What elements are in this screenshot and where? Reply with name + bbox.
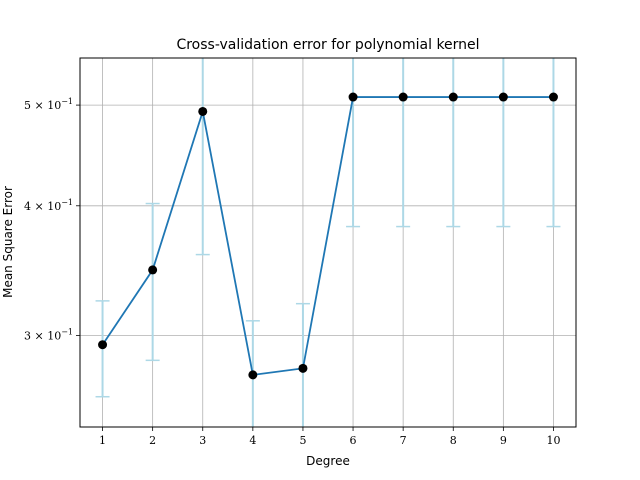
data-point (148, 265, 158, 275)
data-point (198, 106, 208, 116)
data-point (498, 92, 508, 102)
series-line-layer (101, 96, 554, 376)
data-point (98, 340, 108, 350)
x-tick-label: 3 (199, 434, 206, 447)
y-ticks-layer: 3 × 10−1 4 × 10−1 5 × 10−1 (24, 97, 80, 343)
x-tick-label: 9 (500, 434, 507, 447)
data-point (298, 363, 308, 373)
x-tick-label: 10 (546, 434, 560, 447)
data-point (548, 92, 558, 102)
data-point (248, 370, 258, 380)
data-point (398, 92, 408, 102)
markers-layer (98, 92, 558, 380)
y-axis-label: Mean Square Error (1, 186, 15, 298)
x-tick-label: 5 (299, 434, 306, 447)
x-ticks-layer: 1 2 3 4 5 6 7 8 9 10 (99, 427, 560, 447)
data-point (348, 92, 358, 102)
y-tick-label: 4 × 10−1 (24, 198, 73, 213)
x-tick-label: 7 (400, 434, 407, 447)
x-tick-label: 8 (450, 434, 457, 447)
chart-title: Cross-validation error for polynomial ke… (176, 37, 479, 53)
x-tick-label: 2 (149, 434, 156, 447)
y-tick-label: 3 × 10−1 (24, 328, 73, 343)
x-axis-label: Degree (306, 454, 350, 468)
x-tick-label: 4 (249, 434, 256, 447)
x-tick-label: 6 (350, 434, 357, 447)
series-line (101, 96, 554, 376)
plot-area-frame (79, 57, 577, 428)
data-point (448, 92, 458, 102)
y-tick-label: 5 × 10−1 (24, 97, 73, 112)
x-tick-label: 1 (99, 434, 106, 447)
